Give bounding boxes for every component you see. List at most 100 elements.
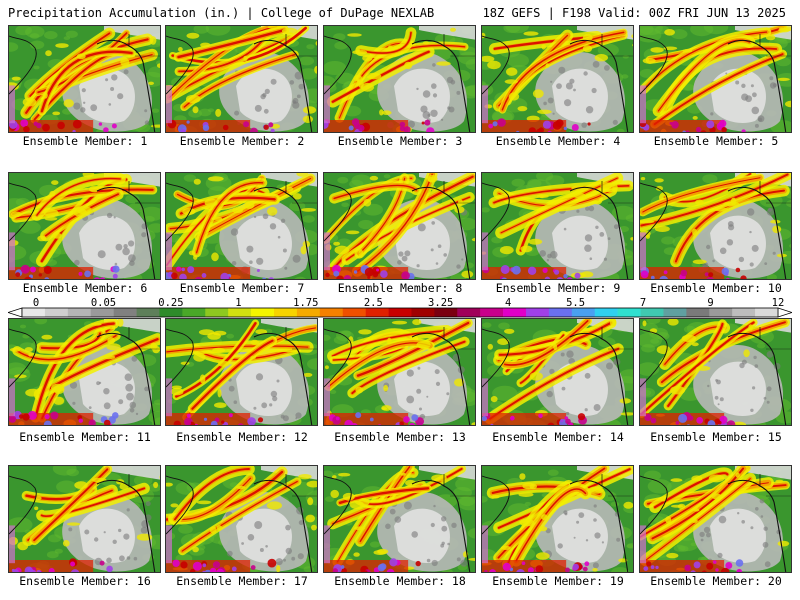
colorbar-tick-label: 3.25 [428, 298, 453, 309]
ensemble-member-label: Ensemble Member: 16 [19, 574, 151, 588]
ensemble-panel [323, 25, 476, 133]
ensemble-member-label: Ensemble Member: 6 [22, 281, 148, 295]
ensemble-panel [165, 465, 318, 573]
ensemble-panel [639, 318, 792, 426]
colorbar-swatch [342, 308, 366, 317]
colorbar-tick-label: 0 [33, 298, 39, 309]
precip-map [9, 466, 160, 572]
precip-map [324, 173, 475, 279]
ensemble-member-label: Ensemble Member: 3 [337, 134, 463, 148]
precip-map [166, 173, 317, 279]
precip-map [482, 466, 633, 572]
ensemble-panel [8, 172, 161, 280]
ensemble-panel [8, 318, 161, 426]
ensemble-member-label: Ensemble Member: 10 [650, 281, 782, 295]
colorbar-tick-label: 5.5 [566, 298, 585, 309]
colorbar-swatch [755, 308, 779, 317]
colorbar-swatch [411, 308, 435, 317]
ensemble-member-label: Ensemble Member: 20 [650, 574, 782, 588]
colorbar-swatch [526, 308, 550, 317]
ensemble-member-label: Ensemble Member: 19 [492, 574, 624, 588]
colorbar-swatch [732, 308, 756, 317]
colorbar-swatch [90, 308, 114, 317]
ensemble-member-label: Ensemble Member: 5 [653, 134, 779, 148]
precip-map [166, 466, 317, 572]
ensemble-panel [323, 465, 476, 573]
ensemble-panel [323, 172, 476, 280]
colorbar-min-arrow [8, 307, 23, 318]
precip-map [640, 319, 791, 425]
ensemble-member-label: Ensemble Member: 7 [179, 281, 305, 295]
colorbar-swatch [159, 308, 183, 317]
ensemble-member-label: Ensemble Member: 4 [495, 134, 621, 148]
ensemble-panel [481, 318, 634, 426]
colorbar-tick-label: 2.5 [364, 298, 383, 309]
ensemble-panel [481, 172, 634, 280]
ensemble-member-label: Ensemble Member: 15 [650, 430, 782, 444]
precip-map [9, 319, 160, 425]
precip-map [324, 319, 475, 425]
ensemble-member-label: Ensemble Member: 14 [492, 430, 624, 444]
colorbar-tick-label: 4 [505, 298, 511, 309]
colorbar-swatch [594, 308, 618, 317]
colorbar-tick-label: 1.75 [293, 298, 318, 309]
colorbar-swatch [709, 308, 733, 317]
ensemble-member-label: Ensemble Member: 17 [176, 574, 308, 588]
precip-map [166, 26, 317, 132]
colorbar-swatch [296, 308, 321, 317]
colorbar-swatch [388, 308, 412, 317]
ensemble-member-label: Ensemble Member: 13 [334, 430, 466, 444]
precip-map [166, 319, 317, 425]
precipitation-colorbar: 0 0.05 0.25 1 1.75 2.5 3.25 4 5.5 7 9 12 [8, 298, 792, 318]
colorbar-swatch [686, 308, 710, 317]
colorbar-tick-label: 0.25 [158, 298, 183, 309]
colorbar-swatch [480, 308, 504, 317]
ensemble-panel [8, 25, 161, 133]
colorbar-swatch [571, 308, 596, 317]
precip-map [9, 173, 160, 279]
ensemble-panel [639, 465, 792, 573]
colorbar-swatch [503, 308, 527, 317]
colorbar-swatch [548, 308, 573, 317]
colorbar-swatch [365, 308, 389, 317]
ensemble-panel [639, 25, 792, 133]
ensemble-panel [165, 318, 318, 426]
precip-map [324, 26, 475, 132]
colorbar-swatch [228, 308, 252, 317]
colorbar-tick-label: 9 [707, 298, 713, 309]
precip-map [324, 466, 475, 572]
ensemble-panel [165, 25, 318, 133]
precip-map [482, 173, 633, 279]
colorbar-swatch [663, 308, 687, 317]
ensemble-member-label: Ensemble Member: 8 [337, 281, 463, 295]
colorbar-swatch [319, 308, 344, 317]
page-title: Precipitation Accumulation (in.) | Colle… [8, 6, 435, 20]
ensemble-member-label: Ensemble Member: 12 [176, 430, 308, 444]
ensemble-member-label: Ensemble Member: 9 [495, 281, 621, 295]
colorbar-swatch [113, 308, 137, 317]
ensemble-panel [481, 465, 634, 573]
colorbar-swatch [274, 308, 298, 317]
colorbar-tick-label: 12 [772, 298, 785, 309]
colorbar-swatch [617, 308, 641, 317]
colorbar-swatch [44, 308, 69, 317]
ensemble-panel [639, 172, 792, 280]
ensemble-member-label: Ensemble Member: 1 [22, 134, 148, 148]
precip-map [640, 173, 791, 279]
ensemble-panel [481, 25, 634, 133]
precip-map [640, 26, 791, 132]
colorbar-swatch [640, 308, 664, 317]
precip-map [9, 26, 160, 132]
precip-map [482, 319, 633, 425]
colorbar-tick-label: 7 [640, 298, 646, 309]
precip-map [640, 466, 791, 572]
colorbar-swatch [434, 308, 458, 317]
colorbar-tick-label: 0.05 [91, 298, 116, 309]
colorbar-max-arrow [777, 307, 792, 318]
colorbar-swatch [457, 308, 481, 317]
colorbar-swatch [182, 308, 206, 317]
ensemble-panel [323, 318, 476, 426]
precip-map [482, 26, 633, 132]
ensemble-member-label: Ensemble Member: 2 [179, 134, 305, 148]
ensemble-panel [8, 465, 161, 573]
